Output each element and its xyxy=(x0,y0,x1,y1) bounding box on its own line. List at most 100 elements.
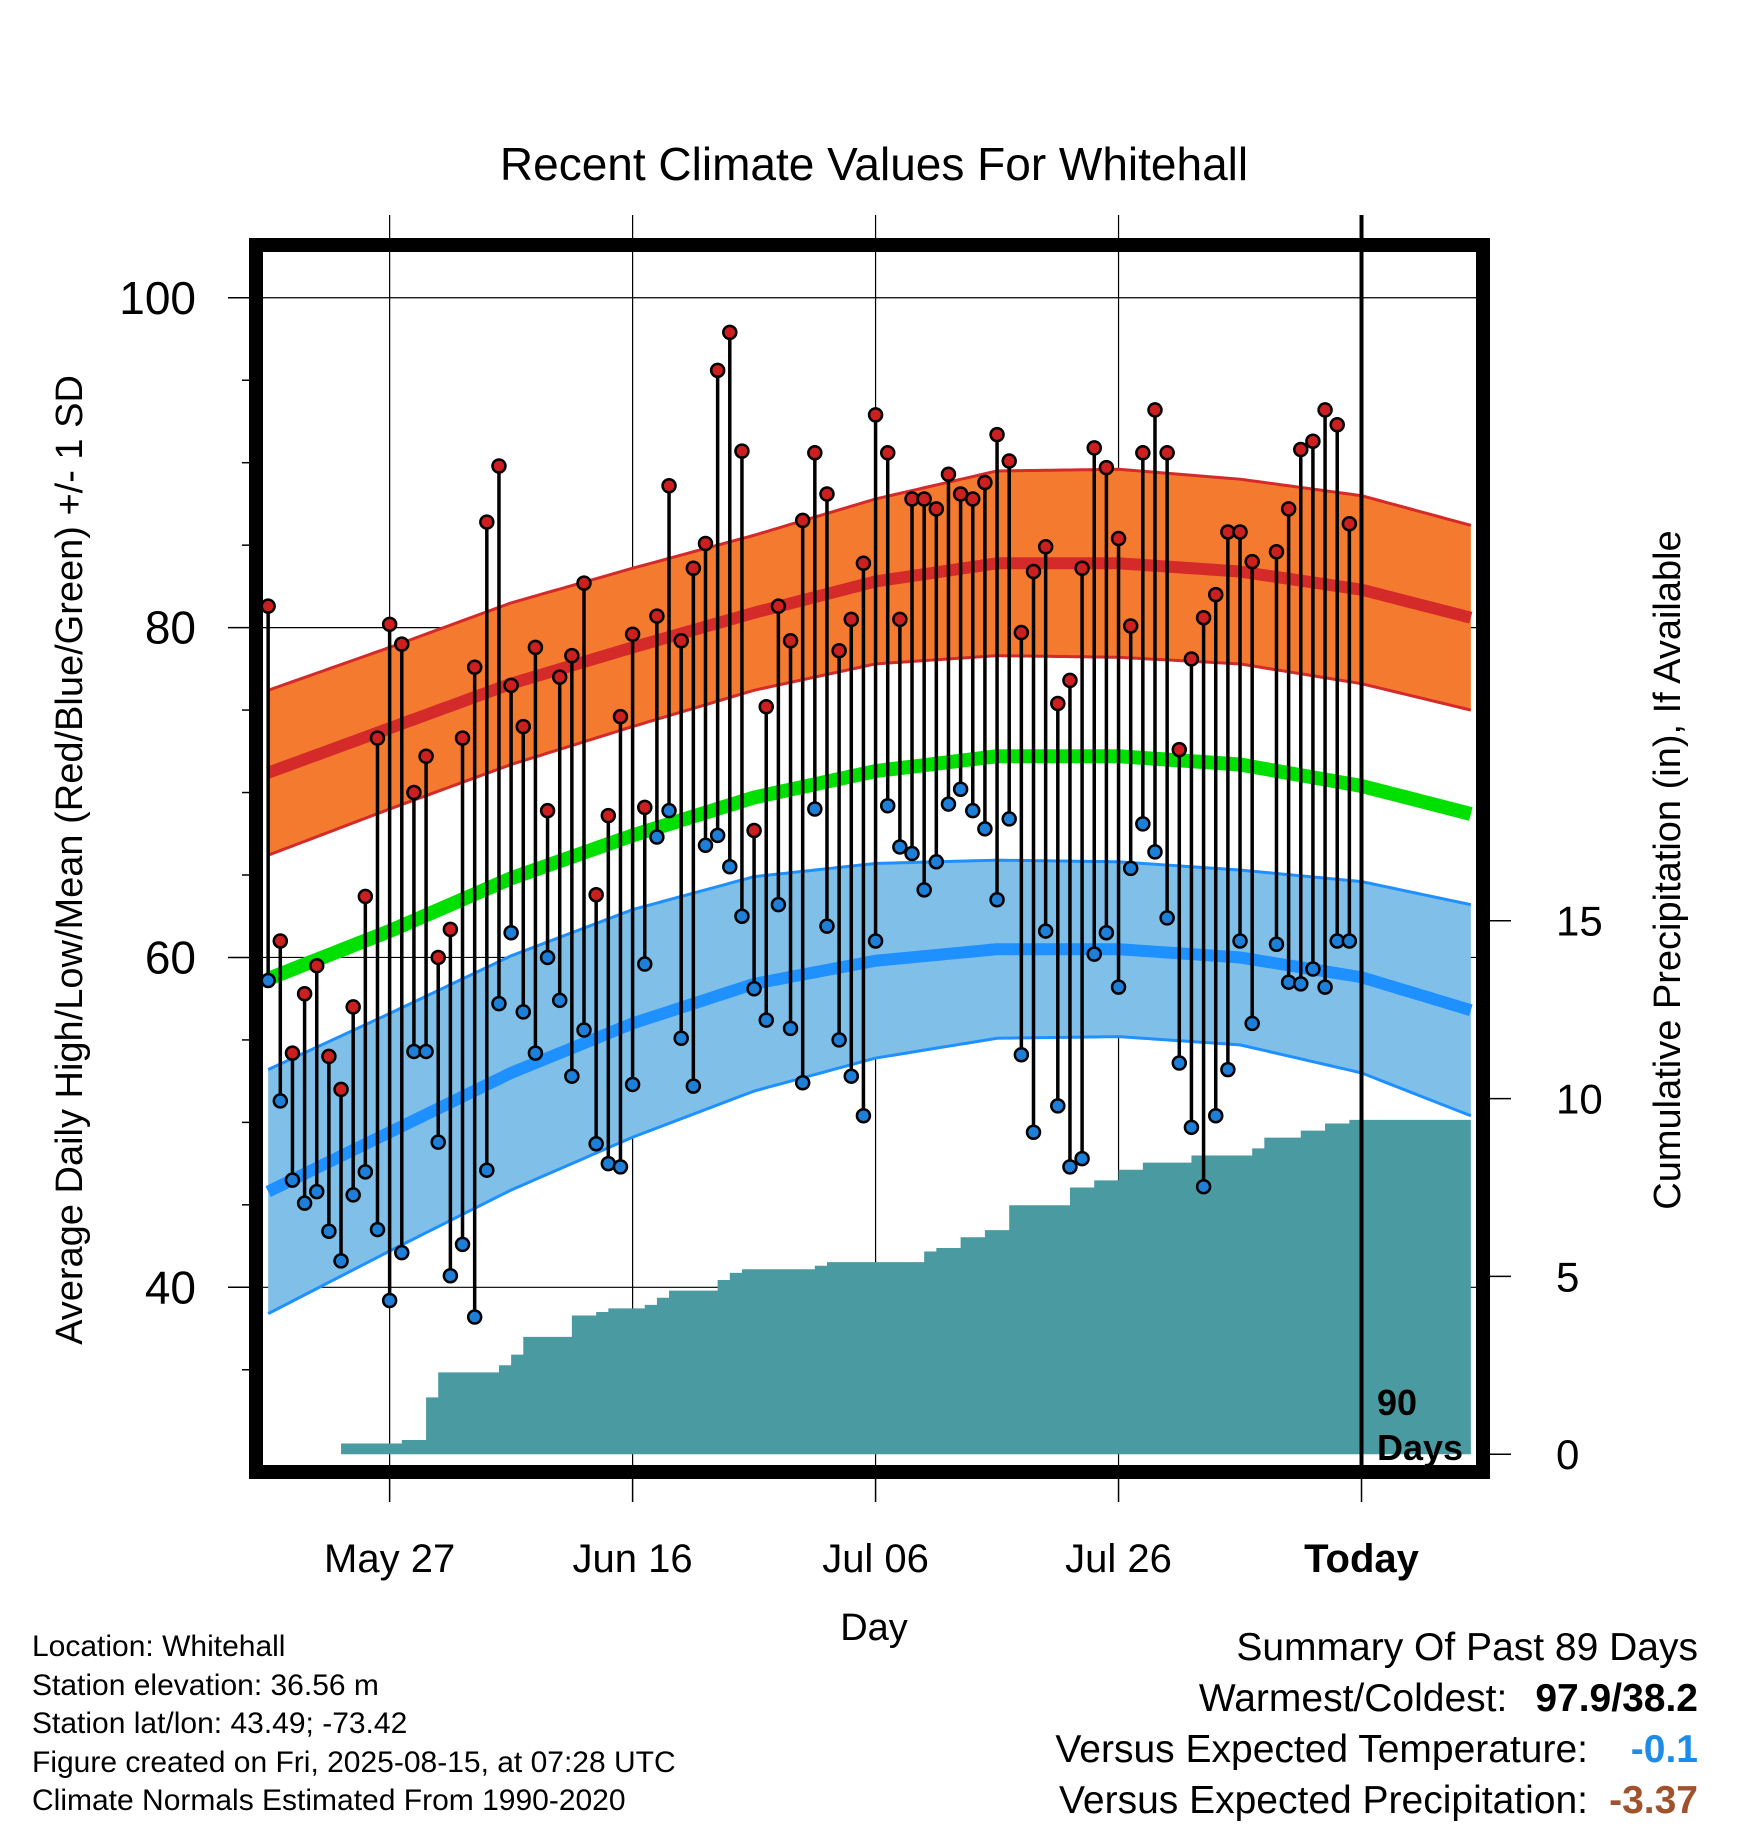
daily-high-point xyxy=(600,807,617,824)
high-sd-band xyxy=(268,469,1471,856)
daily-high-point xyxy=(746,822,762,839)
daily-low-point xyxy=(1317,979,1333,995)
daily-low-point xyxy=(588,1136,604,1152)
daily-high-point xyxy=(588,887,604,903)
daily-high-point xyxy=(1001,453,1017,469)
daily-low-point xyxy=(819,918,835,934)
daily-high-point xyxy=(394,636,410,652)
daily-high-point xyxy=(673,633,689,649)
daily-high-point xyxy=(296,985,313,1002)
summary-temp-anomaly-row: Versus Expected Temperature: -0.1 xyxy=(1055,1724,1698,1775)
daily-high-point xyxy=(491,458,507,474)
daily-low-point xyxy=(1268,936,1285,953)
daily-low-point xyxy=(1305,961,1321,977)
daily-low-point xyxy=(612,1159,629,1175)
daily-low-point xyxy=(649,829,665,845)
mean-normal-line xyxy=(265,749,1473,986)
daily-low-point xyxy=(1244,1015,1260,1032)
daily-low-point xyxy=(369,1221,386,1238)
daily-high-point xyxy=(551,669,568,685)
daily-high-point xyxy=(1025,563,1042,580)
high-lower-sd-line xyxy=(267,654,1472,857)
y-left-tick-label: 100 xyxy=(119,272,196,324)
low-normal-line xyxy=(265,943,1473,1198)
y-left-tick-label: 80 xyxy=(145,602,196,654)
daily-low-point xyxy=(1293,976,1309,992)
normals-period: Climate Normals Estimated From 1990-2020 xyxy=(32,1784,626,1817)
daily-high-point xyxy=(831,642,847,659)
daily-high-point xyxy=(1329,417,1345,433)
daily-high-point xyxy=(284,1045,301,1061)
daily-high-point xyxy=(333,1081,349,1098)
daily-low-point xyxy=(1135,816,1151,832)
daily-low-point xyxy=(418,1043,434,1060)
summary-precip-anomaly-label: Versus Expected Precipitation: xyxy=(1059,1779,1588,1822)
y-axis-right-label: Cumulative Precipitation (in), If Availa… xyxy=(1647,530,1689,1209)
x-axis-label: Day xyxy=(840,1607,908,1649)
x-tick-label: Jul 06 xyxy=(822,1537,929,1581)
daily-high-point xyxy=(1244,553,1260,570)
daily-low-point xyxy=(345,1187,361,1203)
summary-extremes-value: 97.9/38.2 xyxy=(1535,1677,1698,1720)
daily-low-point xyxy=(637,956,653,972)
chart-title: Recent Climate Values For Whitehall xyxy=(500,138,1248,190)
daily-low-point xyxy=(1159,910,1175,926)
daily-high-point xyxy=(1268,544,1285,560)
plot-frame xyxy=(249,238,1490,1479)
daily-high-point xyxy=(916,491,932,507)
x-tick-label: May 27 xyxy=(324,1537,455,1581)
daily-low-point xyxy=(491,995,507,1012)
daily-high-point xyxy=(867,407,884,423)
daily-high-point xyxy=(1037,539,1054,555)
daily-high-point xyxy=(855,555,872,572)
daily-low-point xyxy=(1147,844,1163,860)
daily-high-point xyxy=(807,445,823,461)
summary-temp-anomaly-label: Versus Expected Temperature: xyxy=(1055,1728,1588,1771)
daily-high-point xyxy=(1317,402,1333,418)
daily-low-point xyxy=(892,839,908,855)
daily-low-point xyxy=(1062,1159,1078,1175)
daily-high-point xyxy=(758,699,774,715)
daily-low-point xyxy=(503,924,519,941)
daily-low-point xyxy=(746,981,762,997)
daily-low-point xyxy=(661,802,677,819)
daily-low-point xyxy=(855,1108,872,1124)
daily-low-point xyxy=(709,827,726,844)
daily-low-point xyxy=(770,896,787,913)
daily-low-point xyxy=(333,1253,349,1269)
daily-low-point xyxy=(1110,979,1127,995)
daily-high-point xyxy=(940,466,957,482)
daily-high-point xyxy=(1086,440,1102,456)
daily-high-point xyxy=(1293,441,1309,458)
station-latlon: Station lat/lon: 43.49; -73.42 xyxy=(32,1707,408,1740)
high-normal-line xyxy=(266,557,1473,779)
daily-high-point xyxy=(1232,524,1248,540)
daily-high-point xyxy=(709,362,726,379)
normal-bands xyxy=(265,467,1473,1316)
y-right-tick-label: 15 xyxy=(1556,898,1603,945)
daily-high-point xyxy=(928,501,945,517)
daily-low-point xyxy=(734,908,750,924)
daily-high-point xyxy=(1183,651,1200,667)
daily-high-point xyxy=(697,535,714,552)
daily-low-point xyxy=(1074,1150,1090,1167)
daily-high-point xyxy=(1074,560,1090,576)
daily-high-point xyxy=(1195,609,1212,626)
cumulative-precip-area xyxy=(316,1119,1471,1455)
axis-ticks: May 27 Jun 16 Jul 06 Jul 26 Today10080604015… xyxy=(119,272,1602,1581)
daily-low-point xyxy=(454,1236,471,1253)
daily-high-point xyxy=(637,799,653,816)
daily-high-point xyxy=(879,445,896,461)
daily-high-point xyxy=(1341,515,1358,532)
precipitation-area xyxy=(316,1119,1471,1455)
daily-high-point xyxy=(612,708,629,725)
daily-high-point xyxy=(357,888,374,905)
daily-high-point xyxy=(722,324,738,341)
summary-precip-anomaly-value: -3.37 xyxy=(1609,1779,1698,1822)
daily-low-point xyxy=(1220,1061,1236,1078)
summary-extremes-row: Warmest/Coldest: 97.9/38.2 xyxy=(1055,1673,1698,1724)
summary-panel: Summary Of Past 89 Days Warmest/Coldest:… xyxy=(1055,1622,1698,1826)
daily-high-point xyxy=(1147,402,1163,418)
daily-low-point xyxy=(977,821,993,837)
